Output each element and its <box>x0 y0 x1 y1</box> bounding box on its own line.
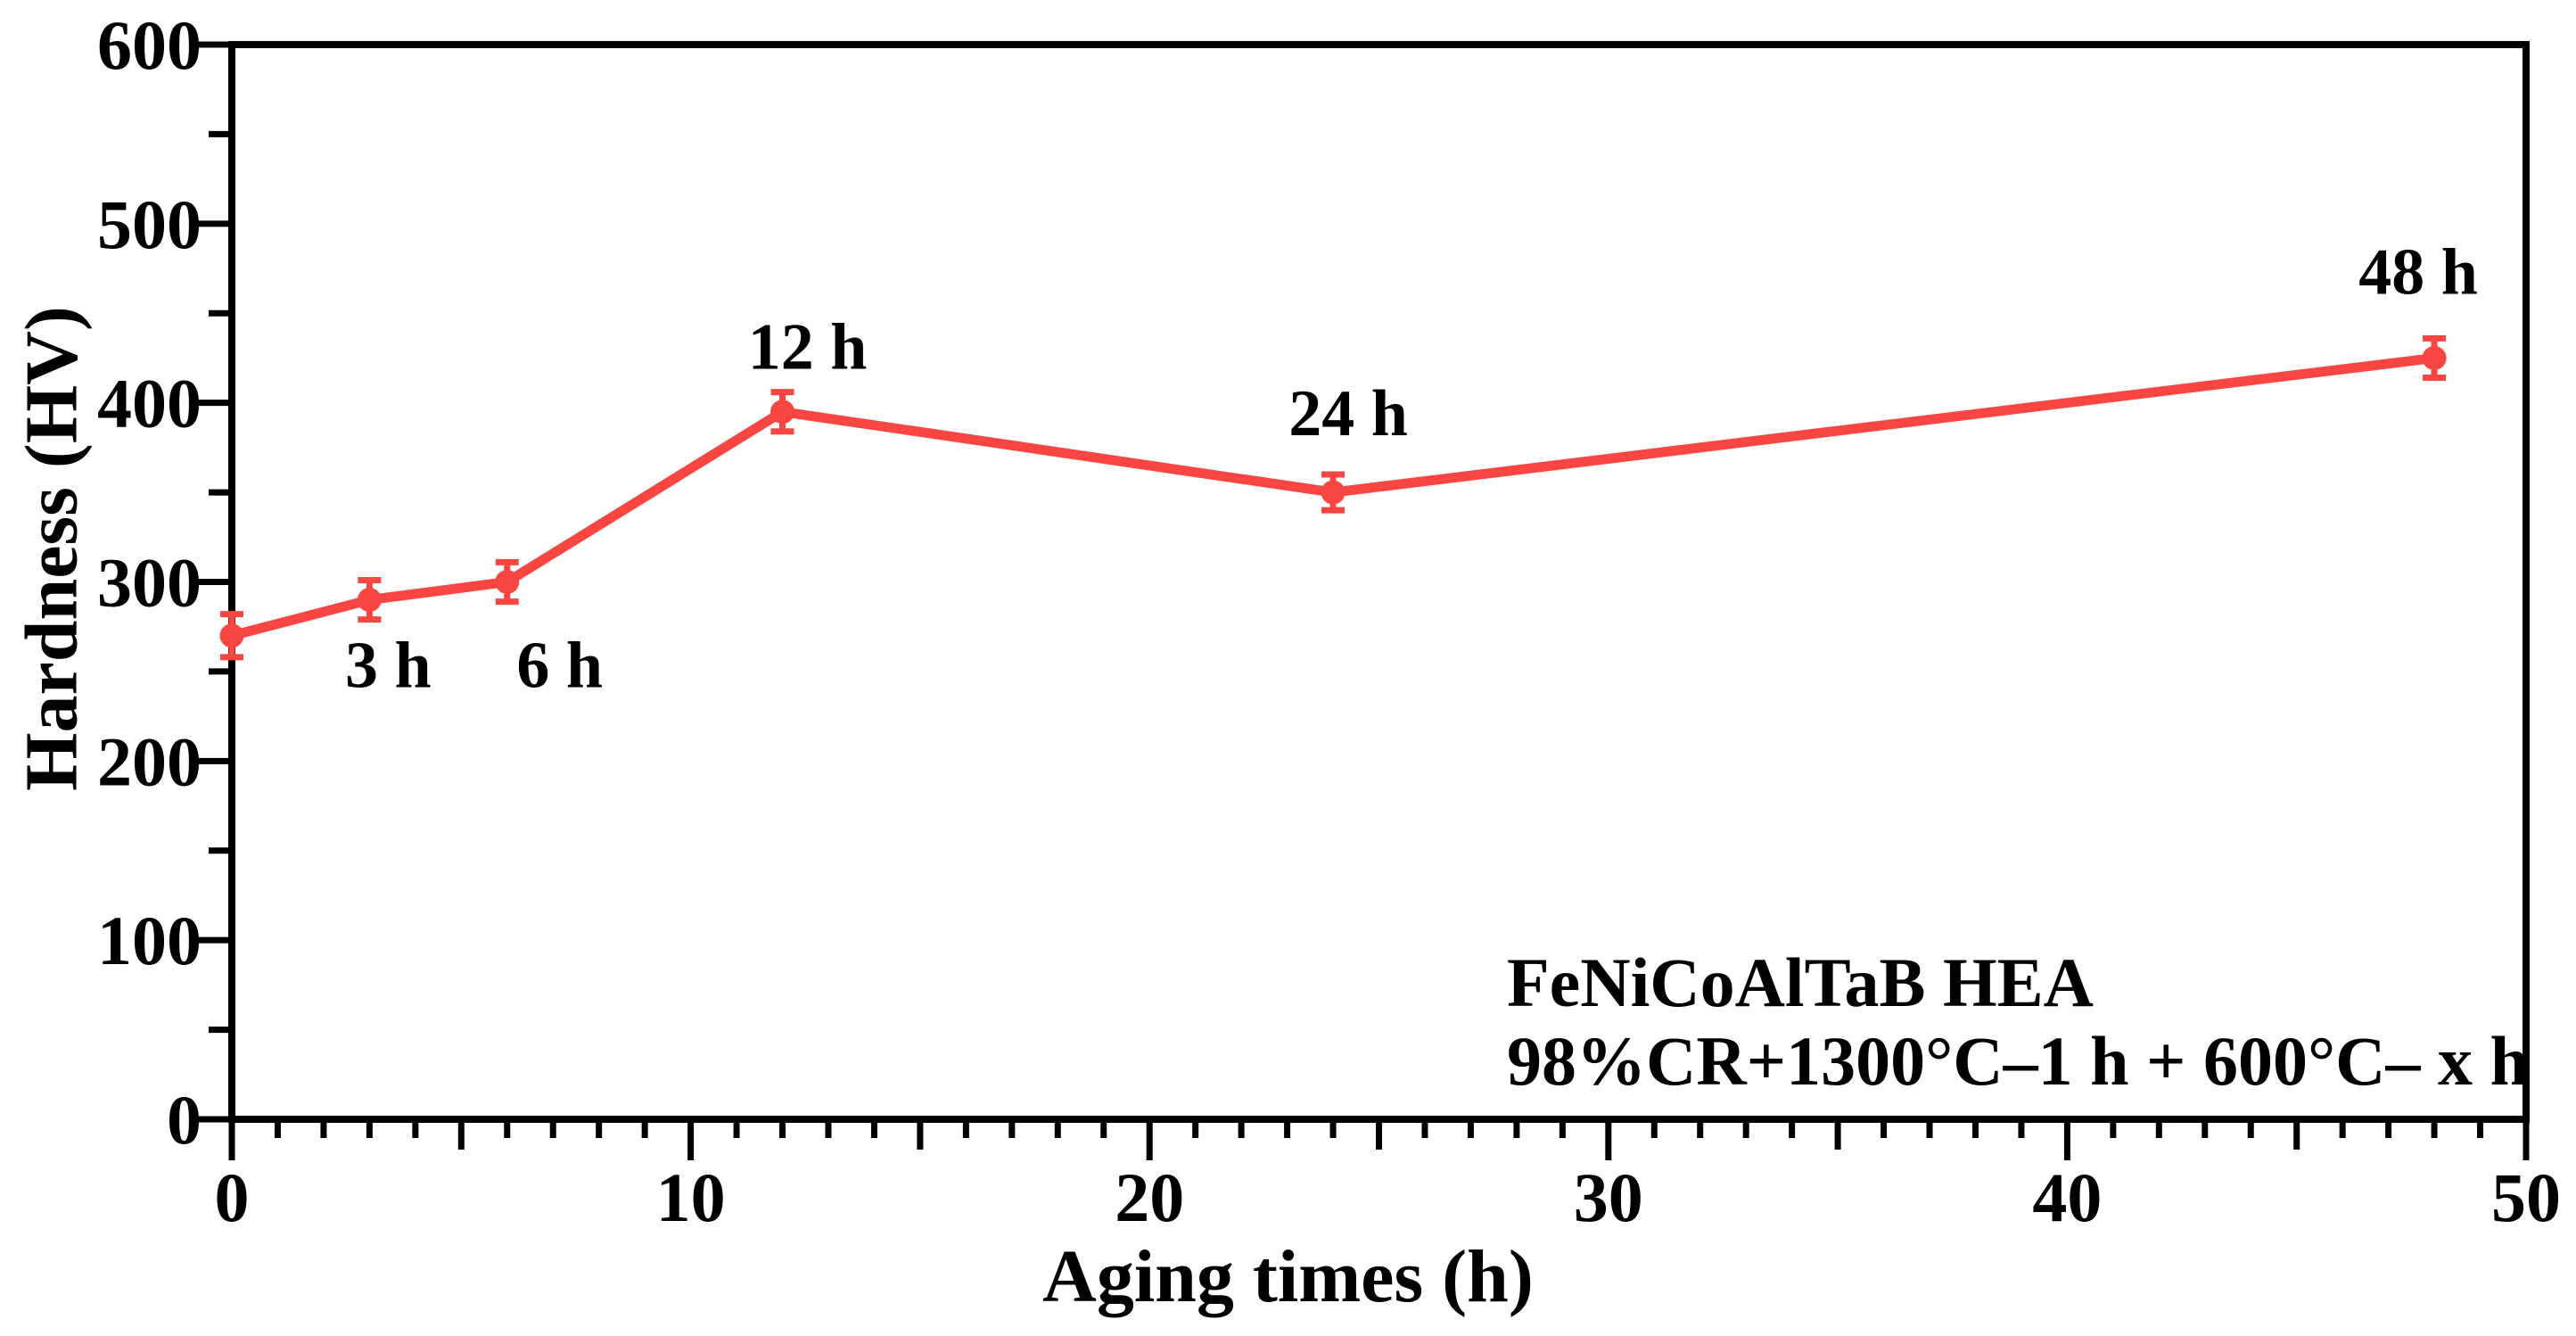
x-tick-label: 10 <box>656 1159 726 1236</box>
point-label: 24 h <box>1288 377 1408 450</box>
data-point-marker <box>1321 480 1346 505</box>
y-axis-title: Hardness (HV) <box>10 306 94 791</box>
point-labels: 3 h 6 h 12 h 24 h 48 h <box>345 235 2478 702</box>
x-tick-labels: 0 10 20 30 40 50 <box>215 1159 2562 1236</box>
x-tick-label: 0 <box>215 1159 250 1236</box>
annotation-alloy-name: FeNiCoAlTaB HEA <box>1507 944 2095 1021</box>
point-label: 3 h <box>345 630 432 703</box>
data-point-marker <box>357 588 382 613</box>
x-tick-label: 50 <box>2491 1159 2561 1236</box>
y-tick-label: 100 <box>97 902 202 979</box>
y-tick-label: 600 <box>97 6 202 84</box>
x-axis-title: Aging times (h) <box>1042 1235 1534 1318</box>
annotation-processing-route: 98%CR+1300°C–1 h + 600°C– x h <box>1507 1022 2529 1100</box>
x-ticks <box>228 1119 2530 1160</box>
data-line <box>230 352 2435 641</box>
y-ticks <box>194 41 232 1123</box>
y-tick-label: 500 <box>97 186 202 263</box>
data-point-marker <box>2422 345 2447 370</box>
x-tick-label: 30 <box>1574 1159 1643 1236</box>
annotation-block: FeNiCoAlTaB HEA 98%CR+1300°C–1 h + 600°C… <box>1507 944 2529 1101</box>
y-tick-label: 0 <box>167 1081 202 1159</box>
y-tick-label: 200 <box>97 722 202 800</box>
data-point-marker <box>770 400 795 425</box>
x-tick-label: 40 <box>2032 1159 2102 1236</box>
point-label: 48 h <box>2358 235 2478 309</box>
data-point-marker <box>495 570 520 594</box>
point-label: 6 h <box>516 630 603 703</box>
y-tick-label: 400 <box>97 365 202 442</box>
data-point-marker <box>219 623 244 648</box>
point-markers <box>219 345 2447 648</box>
y-tick-labels: 0 100 200 300 400 500 600 <box>97 6 202 1159</box>
x-tick-label: 20 <box>1115 1159 1184 1236</box>
y-tick-label: 300 <box>97 544 202 622</box>
point-label: 12 h <box>748 311 868 384</box>
